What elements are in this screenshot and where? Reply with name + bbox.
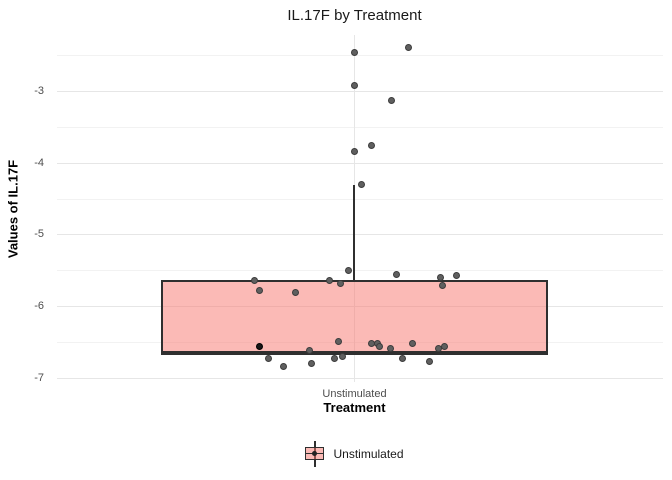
data-point <box>279 362 287 370</box>
y-tick-label: -3 <box>34 85 44 97</box>
data-point <box>452 272 460 280</box>
data-point <box>325 276 333 284</box>
gridline-major <box>57 91 663 92</box>
data-point <box>250 277 258 285</box>
data-point <box>357 181 365 189</box>
y-tick-label: -5 <box>34 228 44 241</box>
gridline-major <box>57 162 663 164</box>
data-point <box>255 342 263 350</box>
x-axis-title: Treatment <box>323 400 386 415</box>
gridline-minor <box>57 55 663 57</box>
data-point <box>334 338 342 346</box>
legend-label: Unstimulated <box>333 447 404 461</box>
legend-boxplot-key-icon <box>305 441 325 467</box>
data-point <box>440 343 448 351</box>
whisker-upper <box>353 185 355 281</box>
gridline-minor <box>57 126 663 128</box>
median-line <box>161 351 548 354</box>
y-tick-label: -4 <box>34 156 44 169</box>
data-point <box>264 355 272 363</box>
data-point <box>436 273 444 281</box>
data-point <box>338 353 346 361</box>
legend: Unstimulated <box>57 441 652 467</box>
data-point <box>307 359 315 367</box>
y-tick-label: -7 <box>34 371 44 384</box>
data-point <box>336 280 344 288</box>
data-point <box>438 282 446 290</box>
y-tick-label: -6 <box>34 300 44 313</box>
gridline-major <box>57 377 663 379</box>
data-point <box>350 82 358 90</box>
gridline-minor <box>57 198 663 200</box>
data-point <box>350 147 358 155</box>
data-point <box>305 346 313 354</box>
data-point <box>404 44 412 52</box>
box-iqr <box>161 279 548 355</box>
data-point <box>367 142 375 150</box>
data-point <box>344 267 352 275</box>
data-point <box>350 48 358 56</box>
data-point <box>330 354 338 362</box>
data-point <box>398 355 406 363</box>
legend-key-point <box>312 451 318 456</box>
data-point <box>425 357 433 365</box>
data-point <box>291 288 299 296</box>
data-point <box>375 342 383 350</box>
data-point <box>255 287 263 295</box>
gridline-minor <box>57 270 663 272</box>
gridline-major <box>57 234 663 236</box>
data-point <box>392 270 400 278</box>
chart-title: IL.17F by Treatment <box>287 7 422 24</box>
y-axis-title: Values of IL.17F <box>5 159 21 259</box>
data-point <box>387 97 395 105</box>
data-point <box>386 345 394 353</box>
data-point <box>408 339 416 347</box>
x-tick-label: Unstimulated <box>322 388 387 400</box>
